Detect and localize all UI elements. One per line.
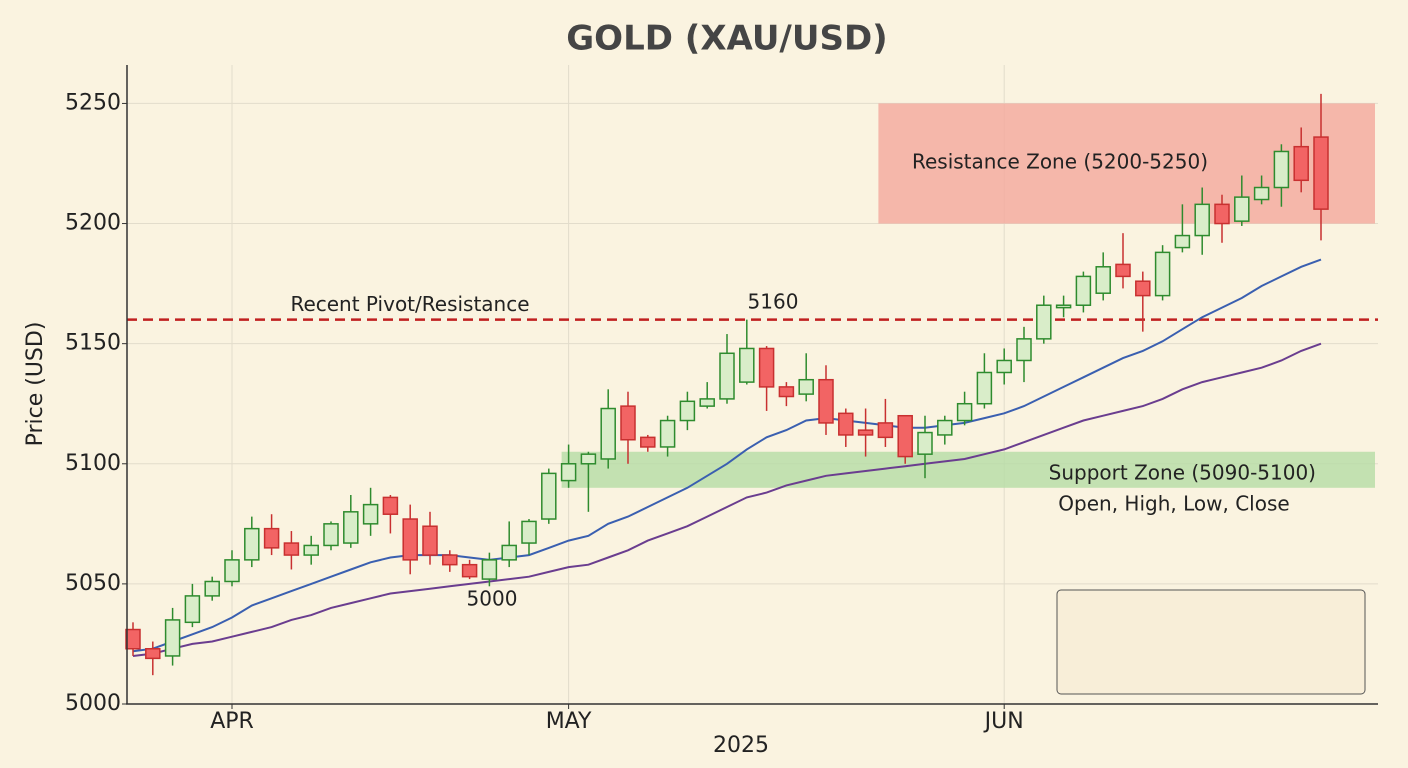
moving-average <box>132 258 1322 653</box>
candle-body <box>1293 145 1309 182</box>
candle-body <box>481 559 498 580</box>
candle-body <box>145 647 161 660</box>
y-axis-label: Price (USD) <box>23 322 48 447</box>
candle-body <box>1194 203 1210 237</box>
chart-title: GOLD (XAU/USD) <box>566 19 887 59</box>
candle-body <box>501 544 517 561</box>
candle-body <box>244 527 260 561</box>
candle-body <box>1055 304 1072 309</box>
candle-body <box>1075 275 1092 306</box>
candle-body <box>541 472 557 520</box>
candle-body <box>719 352 735 400</box>
candle-body <box>560 463 577 482</box>
candle-body <box>976 371 993 405</box>
candle-body <box>164 619 181 657</box>
candle-body <box>422 525 438 556</box>
y-tick-label: 5200 <box>65 211 121 236</box>
candle-body <box>798 378 814 395</box>
candle-body <box>739 347 755 383</box>
candle-body <box>323 523 339 547</box>
candle-body <box>362 503 379 525</box>
candle-body <box>640 436 656 448</box>
annotation: 5000 <box>467 587 518 611</box>
candle-body <box>1253 186 1270 201</box>
candle-body <box>402 518 418 561</box>
candle-body <box>679 400 696 422</box>
candle-body <box>125 628 141 650</box>
pivot-label: Recent Pivot/Resistance <box>290 292 529 316</box>
candle-body <box>778 386 795 398</box>
candle-body <box>1095 266 1111 294</box>
candle-body <box>461 563 478 578</box>
x-tick-label: JUN <box>983 709 1024 734</box>
moving-average <box>132 342 1322 657</box>
candle-body <box>838 412 854 436</box>
y-tick-label: 5050 <box>65 571 121 596</box>
candle-body <box>1234 196 1250 222</box>
candle-body <box>382 496 399 515</box>
info-box <box>1056 589 1366 695</box>
candle-body <box>758 347 775 388</box>
candle-body <box>580 453 597 465</box>
candle-body <box>877 422 894 439</box>
candle-body <box>1036 304 1052 340</box>
candle-body <box>1016 338 1032 362</box>
x-tick-label: APR <box>210 709 254 734</box>
candle-body <box>224 559 240 583</box>
y-tick-label: 5100 <box>65 451 121 476</box>
y-tick-label: 5000 <box>65 691 121 716</box>
candle-body <box>343 511 359 544</box>
candle-body <box>521 520 537 544</box>
zone-label: Support Zone (5090-5100) <box>1049 461 1316 485</box>
x-tick-label: MAY <box>546 709 592 734</box>
candle-body <box>1273 150 1290 189</box>
candle-body <box>699 398 715 407</box>
candle-body <box>620 405 636 441</box>
x-axis-label: 2025 <box>713 733 769 758</box>
moving-averages <box>132 258 1322 657</box>
candle-body <box>204 580 220 597</box>
candle-body <box>937 419 953 436</box>
candle-body <box>897 414 913 458</box>
candle-body <box>283 542 300 556</box>
annotation: 5160 <box>748 290 799 314</box>
zone-label: Resistance Zone (5200-5250) <box>912 150 1208 174</box>
candle-body <box>857 429 874 436</box>
candle-body <box>1174 234 1191 249</box>
candle-body <box>996 359 1012 374</box>
candles <box>125 93 1329 676</box>
candle-body <box>600 407 616 460</box>
candle-body <box>818 378 834 424</box>
zone <box>878 103 1375 224</box>
candle-body <box>442 554 458 566</box>
candle-body <box>1214 203 1230 225</box>
candle-body <box>1115 263 1131 278</box>
candle-body <box>303 544 319 556</box>
candle-body <box>184 595 201 624</box>
candle-body <box>1313 136 1329 210</box>
candle-body <box>263 527 280 549</box>
candle-body <box>659 419 676 448</box>
support-note: Open, High, Low, Close <box>1058 492 1289 516</box>
y-tick-label: 5150 <box>65 331 121 356</box>
candle-body <box>1135 280 1151 297</box>
y-tick-label: 5250 <box>65 90 121 115</box>
candle-body <box>917 431 933 455</box>
candle-body <box>956 402 973 422</box>
candle-body <box>1154 251 1171 297</box>
